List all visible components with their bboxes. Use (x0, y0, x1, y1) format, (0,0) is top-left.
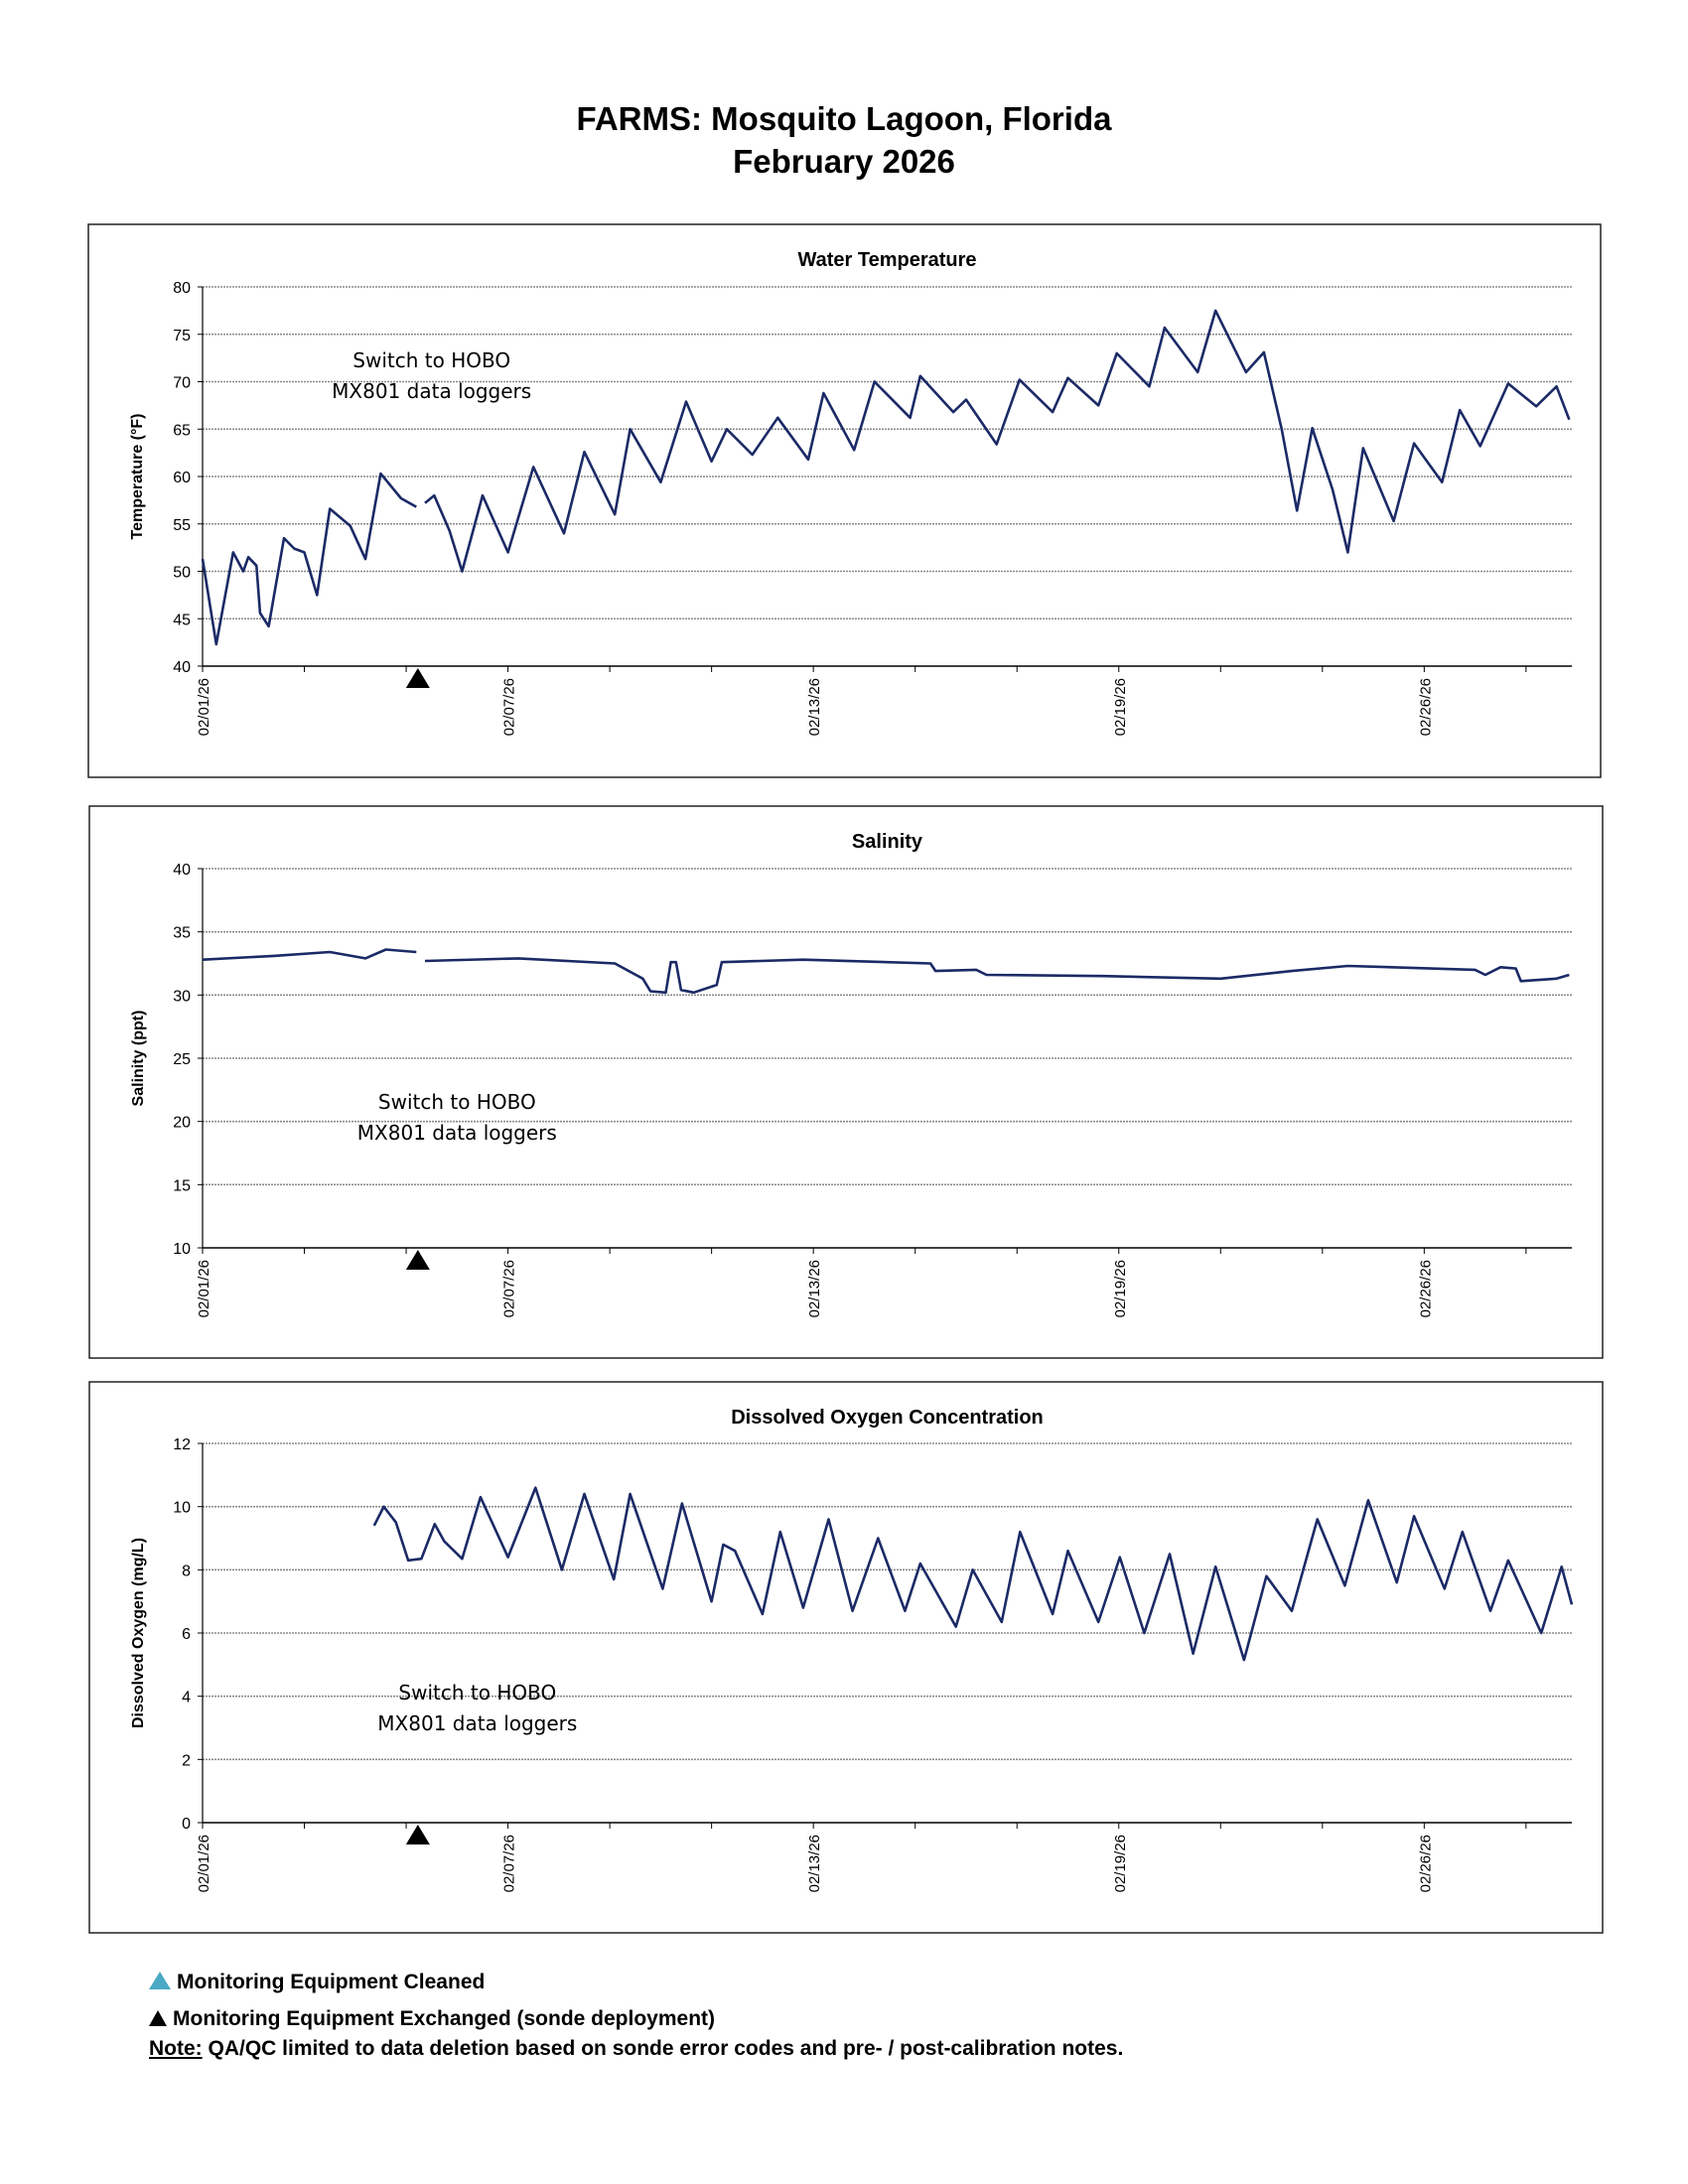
chart-0: Water Temperature Temperature (°F) 40 45 50 5… (87, 223, 1602, 778)
y-tick-label: 15 (173, 1177, 191, 1194)
x-tick-label: 02/13/26 (806, 1260, 823, 1317)
y-tick-label: 6 (182, 1626, 191, 1643)
cleaned-triangle-icon (149, 1972, 171, 1989)
annotation-line2: MX801 data loggers (332, 379, 531, 403)
exchanged-marker-icon (405, 1250, 430, 1270)
legend-exchanged: Monitoring Equipment Exchanged (sonde de… (149, 2007, 715, 2031)
x-tick-label: 02/13/26 (806, 1835, 823, 1892)
chart-frame (87, 223, 1602, 778)
annotation-line1: Switch to HOBO (398, 1681, 556, 1705)
y-tick-label: 25 (173, 1051, 191, 1068)
y-tick-label: 65 (173, 422, 191, 439)
legend-exchanged-label: Monitoring Equipment Exchanged (sonde de… (173, 2007, 716, 2030)
data-series-line (202, 948, 417, 961)
exchanged-marker-icon (405, 668, 430, 688)
page-title: FARMS: Mosquito Lagoon, Florida (576, 100, 1112, 137)
exchanged-marker-icon (405, 1825, 430, 1844)
y-tick-label: 20 (173, 1115, 191, 1132)
x-tick-label: 02/01/26 (196, 1260, 212, 1317)
y-tick-label: 10 (173, 1241, 191, 1258)
y-tick-label: 35 (173, 925, 191, 942)
y-tick-label: 4 (182, 1690, 191, 1706)
y-tick-label: 55 (173, 517, 191, 534)
x-tick-label: 02/13/26 (806, 678, 823, 736)
data-series-line (424, 309, 1571, 573)
y-axis-label: Salinity (ppt) (130, 1011, 147, 1107)
x-tick-label: 02/19/26 (1112, 678, 1129, 736)
x-tick-label: 02/26/26 (1417, 1835, 1434, 1892)
annotation-line2: MX801 data loggers (357, 1121, 557, 1145)
note-text: QA/QC limited to data deletion based on … (202, 2037, 1124, 2060)
y-axis-label: Temperature (°F) (129, 413, 146, 539)
chart-frame (88, 1381, 1604, 1934)
y-tick-label: 80 (173, 280, 191, 297)
y-tick-label: 75 (173, 328, 191, 344)
chart-2: Dissolved Oxygen Concentration Dissolved … (88, 1381, 1604, 1934)
page-subtitle: February 2026 (733, 143, 955, 180)
x-tick-label: 02/07/26 (501, 1835, 518, 1892)
annotation-line2: MX801 data loggers (377, 1711, 577, 1735)
y-tick-label: 70 (173, 375, 191, 392)
y-tick-label: 50 (173, 565, 191, 582)
exchanged-triangle-icon (149, 2010, 167, 2026)
y-tick-label: 60 (173, 470, 191, 486)
annotation-line1: Switch to HOBO (352, 348, 510, 372)
qaqc-note: Note: QA/QC limited to data deletion bas… (149, 2037, 1123, 2061)
data-series-line (424, 957, 1570, 995)
y-tick-label: 0 (182, 1816, 191, 1833)
y-tick-label: 45 (173, 612, 191, 628)
legend-cleaned: Monitoring Equipment Cleaned (149, 1971, 485, 1994)
x-tick-label: 02/19/26 (1112, 1835, 1129, 1892)
x-tick-label: 02/07/26 (501, 1260, 518, 1317)
x-tick-label: 02/26/26 (1417, 678, 1434, 736)
annotation-line1: Switch to HOBO (378, 1090, 536, 1114)
data-series-line (201, 472, 417, 646)
chart-title: Salinity (852, 831, 923, 853)
y-tick-label: 8 (182, 1563, 191, 1579)
x-tick-label: 02/07/26 (501, 678, 518, 736)
x-tick-label: 02/26/26 (1417, 1260, 1434, 1317)
x-tick-label: 02/01/26 (196, 678, 212, 736)
y-tick-label: 12 (173, 1436, 191, 1453)
y-tick-label: 30 (173, 988, 191, 1005)
legend-cleaned-label: Monitoring Equipment Cleaned (177, 1971, 486, 1993)
data-series-line (372, 1486, 1574, 1662)
x-tick-label: 02/01/26 (196, 1835, 212, 1892)
chart-frame (88, 805, 1604, 1359)
note-label: Note: (149, 2037, 203, 2060)
y-tick-label: 2 (182, 1752, 191, 1769)
chart-title: Water Temperature (797, 249, 976, 271)
x-tick-label: 02/19/26 (1112, 1260, 1129, 1317)
y-axis-label: Dissolved Oxygen (mg/L) (130, 1538, 147, 1728)
y-tick-label: 10 (173, 1500, 191, 1517)
y-tick-label: 40 (173, 659, 191, 676)
chart-1: Salinity Salinity (ppt) 10 15 20 25 30 35 40 02/0… (88, 805, 1604, 1359)
chart-title: Dissolved Oxygen Concentration (731, 1407, 1044, 1429)
y-tick-label: 40 (173, 862, 191, 879)
